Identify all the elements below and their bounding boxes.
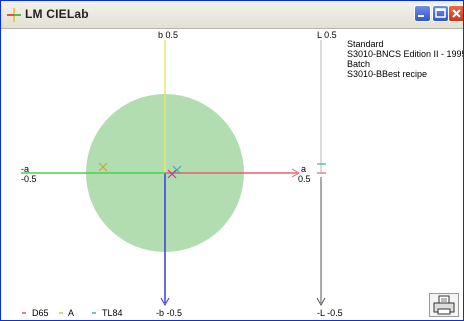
legend-label-d65: D65: [32, 308, 49, 318]
a-positive-value: 0.5: [298, 174, 311, 184]
standard-name: NCS Edition II - 1995: [382, 49, 463, 59]
a-negative-label: -a: [21, 164, 29, 174]
marker-a-illuminant: [98, 162, 108, 172]
l-bottom-label: -L -0.5: [317, 308, 343, 318]
maximize-icon: [435, 8, 446, 18]
app-icon: [7, 8, 21, 22]
window-title: LM CIELab: [25, 7, 89, 21]
l-top-label: L 0.5: [317, 30, 337, 40]
close-button[interactable]: [448, 5, 463, 22]
standard-heading: Standard: [347, 39, 384, 49]
title-bar[interactable]: LM CIELab: [1, 1, 463, 29]
printer-icon: [433, 295, 455, 315]
a-positive-label: a: [301, 164, 306, 174]
legend: D65 A TL84: [22, 308, 123, 318]
b-top-label: b 0.5: [158, 30, 178, 40]
maximize-button[interactable]: [432, 5, 449, 22]
close-icon: [452, 9, 461, 18]
standard-code: S3010-B: [347, 49, 382, 59]
marker-tl84: [172, 165, 182, 175]
a-positive-arrow: [291, 168, 301, 178]
legend-label-tl84: TL84: [102, 308, 123, 318]
batch-name: Best recipe: [382, 69, 427, 79]
cielab-plot: b 0.5 -b -0.5 -a -0.5 a 0.5 L 0.5 -L -0.…: [21, 30, 463, 318]
b-negative-arrow: [160, 297, 170, 307]
legend-label-a: A: [68, 308, 74, 318]
marker-d65: [167, 169, 177, 179]
l-negative-arrow: [316, 297, 326, 307]
minimize-button[interactable]: [414, 5, 431, 22]
b-bottom-label: -b -0.5: [156, 308, 182, 318]
a-negative-value: -0.5: [21, 174, 37, 184]
batch-heading: Batch: [347, 59, 370, 69]
print-button[interactable]: [429, 293, 459, 317]
minimize-icon: [418, 15, 424, 17]
batch-code: S3010-B: [347, 69, 382, 79]
